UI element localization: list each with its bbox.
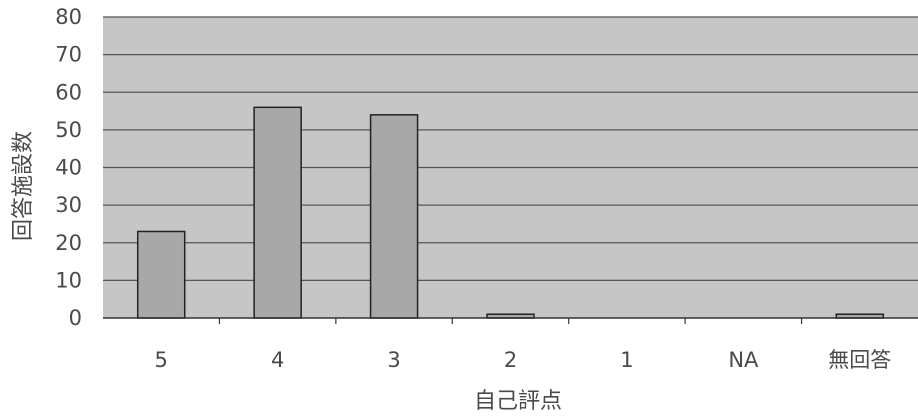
y-tick-label: 20 — [55, 231, 82, 255]
y-tick-label: 50 — [55, 118, 82, 142]
x-tick-label: 3 — [387, 348, 400, 372]
x-tick-label: 無回答 — [828, 348, 891, 372]
x-tick-label: 5 — [155, 348, 168, 372]
bar-3 — [369, 114, 419, 319]
x-axis-title: 自己評点 — [474, 389, 562, 414]
x-tick-label: 4 — [271, 348, 284, 372]
y-tick-label: 30 — [55, 193, 82, 217]
x-axis-tick-marks — [218, 318, 803, 324]
bar-4 — [253, 106, 302, 319]
x-tick-label: 1 — [620, 348, 633, 372]
bar-5 — [136, 230, 186, 319]
x-tick-label: 2 — [504, 348, 517, 372]
y-tick-label: 80 — [55, 5, 82, 29]
y-tick-label: 10 — [55, 268, 82, 292]
x-axis-tick-labels: 5 4 3 2 1 NA 無回答 — [155, 348, 892, 372]
bars — [136, 106, 885, 319]
y-tick-label: 40 — [55, 156, 82, 180]
gridlines — [103, 16, 918, 281]
y-tick-label: 0 — [69, 306, 82, 330]
x-tick-label: NA — [728, 348, 759, 372]
y-tick-label: 60 — [55, 80, 82, 104]
y-axis-title: 回答施設数 — [11, 131, 36, 241]
y-axis-tick-labels: 0 10 20 30 40 50 60 70 80 — [55, 5, 82, 330]
y-tick-label: 70 — [55, 43, 82, 67]
